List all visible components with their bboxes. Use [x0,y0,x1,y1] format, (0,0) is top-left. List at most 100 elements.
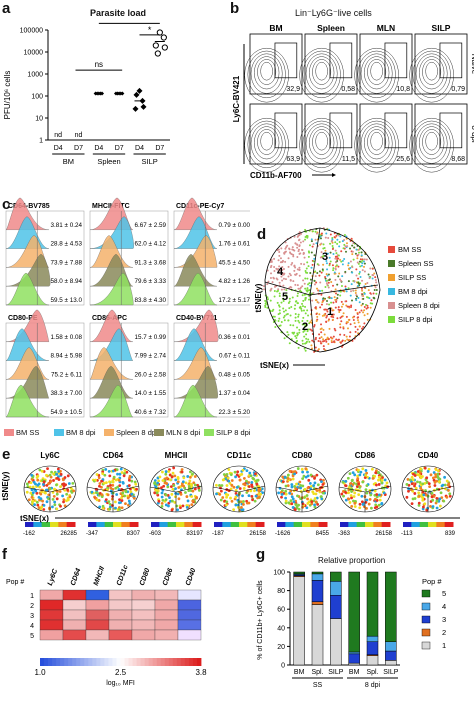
tsne-point [31,491,35,495]
x-axis-label: CD11b-AF700 [250,171,302,180]
tsne-point [375,495,379,499]
tsne-point [294,304,297,307]
tsne-point [306,261,309,264]
tsne-point [294,273,297,276]
contour [425,131,438,151]
tsne-point [285,289,288,292]
tsne-point [356,261,359,264]
y-axis-label: Ly6C-BV421 [232,75,241,122]
gate [439,112,463,149]
tsne-point [176,492,180,496]
tsne-point [297,250,300,253]
tsne-point [299,486,303,490]
tsne-point [323,313,326,316]
tsne-point [52,494,56,498]
population-boundary [86,485,140,512]
tsne-point [334,249,337,252]
tsne-point [280,495,283,499]
population-boundary [338,485,392,512]
tsne-point [356,313,359,316]
heatmap-cell [85,609,110,621]
data-point [140,103,147,110]
tsne-point [369,292,372,295]
tsne-point [328,279,331,282]
tsne-point [269,299,272,302]
tsne-point [320,497,324,501]
tsne-point [361,262,364,265]
tsne-point [121,480,125,484]
tsne-point [174,492,177,495]
legend-label: BM SS [398,245,421,254]
tsne-point [281,475,285,479]
histogram-value: 14.0 ± 1.55 [135,390,167,397]
tsne-point [288,297,291,300]
tsne-point [179,492,183,496]
y-axis-label: % of CD11b+ Ly6C+ cells [257,580,264,660]
tsne-point [273,257,276,260]
tsne-point [319,243,322,246]
histogram-value: 15.7 ± 0.99 [135,334,167,341]
tsne-point [305,333,308,336]
legend-label: 5 [442,589,446,598]
pop-header: Pop # [6,579,24,586]
tsne-point [296,295,299,298]
tsne-point [357,281,360,284]
tsne-point [343,243,346,246]
x-tick-label: Spl. [311,669,323,676]
legend-label: Spleen SS [398,259,433,268]
tsne-point [373,489,377,493]
tsne-point [321,268,324,271]
tsne-point [277,288,280,291]
tsne-point [325,303,328,306]
tsne-point [322,345,325,348]
tsne-point [307,283,310,286]
pop-label: 4 [30,623,34,630]
tsne-point [172,466,176,470]
tsne-point [330,307,333,310]
tsne-point [283,319,286,322]
colorbar-segment [68,658,73,666]
contour [247,50,286,99]
tsne-point [118,508,121,511]
histogram-value: 4.82 ± 1.26 [219,278,250,285]
heatmap-cell [62,609,87,621]
tsne-point [447,489,450,492]
histogram-value: 91.3 ± 3.68 [135,259,167,266]
tsne-point [63,504,67,508]
tsne-point [134,482,138,486]
tsne-point [287,501,291,505]
tsne-point [288,342,291,345]
tsne-point [340,279,343,282]
tsne-point [329,233,332,236]
tsne-point [104,481,108,485]
tsne-point [372,292,375,295]
tsne-point [42,480,46,484]
tsne-point [280,247,283,250]
tsne-point [332,284,335,287]
flow-plot-frame [414,103,468,165]
contour [315,131,328,151]
contour [308,126,335,160]
tsne-point [270,272,273,275]
contour [260,131,273,151]
tsne-point [328,262,331,265]
tsne-point [300,262,303,265]
colorbar-min: -187 [212,531,225,537]
tsne-point [347,486,351,490]
tsne-point [299,241,302,244]
bar-segment [311,604,324,666]
tsne-point [118,472,122,476]
tsne-point [296,467,300,470]
tsne-point [283,475,287,479]
tsne-point [315,320,318,323]
tsne-point [349,323,352,326]
contour [415,53,448,94]
tsne-point [354,252,357,255]
legend-swatch [388,274,395,281]
tsne-point [304,467,308,471]
tsne-point [320,331,323,334]
contour [312,59,332,85]
tsne-point [293,269,296,272]
column-label: BM [269,23,282,33]
colorbar-segment [72,658,77,666]
